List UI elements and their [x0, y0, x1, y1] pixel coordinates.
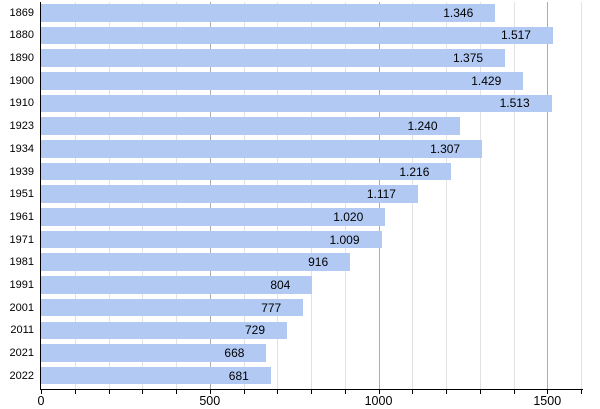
x-axis-tick [513, 390, 515, 394]
x-axis-tick [243, 390, 245, 394]
bar-value-label: 1.020 [333, 209, 364, 224]
bar-value-label: 916 [308, 255, 329, 270]
bar: 1.429 [41, 72, 524, 90]
x-axis-tick [41, 390, 42, 394]
bar: 1.216 [41, 162, 452, 181]
bar: 681 [41, 366, 271, 385]
y-axis-label: 1961 [9, 210, 34, 223]
bar-value-label: 729 [245, 323, 266, 338]
bar-value-label: 1.009 [329, 232, 360, 247]
bar: 1.307 [41, 140, 483, 158]
minor-gridline [581, 2, 582, 390]
minor-gridline [446, 2, 447, 390]
x-axis-tick [311, 390, 312, 394]
bar-value-label: 1.375 [453, 51, 484, 66]
x-axis-tick [479, 390, 481, 394]
bar-value-label: 1.513 [499, 96, 530, 111]
y-axis-label: 2021 [9, 346, 34, 359]
x-axis-line [39, 388, 583, 390]
y-axis-line [39, 2, 41, 390]
x-axis-tick-label: 500 [199, 394, 221, 408]
x-axis-tick-label: 1500 [533, 394, 562, 408]
y-axis-label: 1971 [9, 233, 34, 246]
y-axis-label: 1890 [9, 52, 34, 65]
bar: 668 [41, 344, 267, 362]
bar-value-label: 1.240 [407, 119, 438, 134]
minor-gridline [479, 2, 481, 390]
bar-value-label: 804 [270, 277, 291, 292]
bar: 1.517 [41, 26, 553, 45]
x-axis-tick [108, 390, 110, 394]
y-axis-label: 1923 [9, 120, 34, 133]
bar-value-label: 668 [224, 345, 245, 360]
x-axis-tick [412, 390, 414, 394]
y-axis-label: 2001 [9, 301, 34, 314]
x-axis-tick [547, 390, 549, 394]
minor-gridline [513, 2, 515, 390]
y-axis-label: 2011 [10, 324, 34, 337]
y-axis-label: 1880 [9, 29, 34, 42]
y-axis-label: 1934 [9, 142, 34, 155]
bar-value-label: 777 [261, 300, 282, 315]
x-axis-tick [74, 390, 76, 394]
x-axis-tick [142, 390, 144, 394]
major-gridline [547, 2, 549, 390]
bar: 1.117 [41, 185, 418, 203]
bar-value-label: 1.429 [471, 73, 502, 88]
y-axis-label: 1991 [9, 278, 34, 291]
bar: 1.240 [41, 117, 460, 135]
x-axis-tick [176, 390, 177, 394]
y-axis-label: 2022 [9, 369, 34, 382]
bar: 1.375 [41, 49, 506, 67]
bar: 1.009 [41, 230, 382, 249]
bar: 777 [41, 298, 304, 317]
bar: 729 [41, 321, 288, 340]
bar: 916 [41, 253, 351, 271]
bar-value-label: 681 [228, 368, 249, 383]
y-axis-label: 1981 [9, 256, 34, 269]
x-axis-tick [344, 390, 346, 394]
bar: 1.346 [41, 4, 496, 22]
bar: 1.020 [41, 208, 386, 226]
y-axis-label: 1910 [9, 97, 34, 110]
bar-value-label: 1.216 [399, 164, 430, 179]
x-axis-tick [446, 390, 447, 394]
bar: 804 [41, 276, 313, 294]
bar-value-label: 1.346 [443, 5, 474, 20]
bar-value-label: 1.307 [430, 141, 461, 156]
y-axis-label: 1951 [9, 188, 34, 201]
x-axis-tick [209, 390, 211, 394]
x-axis-tick [277, 390, 279, 394]
bar-value-label: 1.517 [500, 28, 531, 43]
bar: 1.513 [41, 94, 552, 113]
y-axis-label: 1869 [9, 6, 34, 19]
x-axis-tick [378, 390, 380, 394]
x-axis-tick-label: 1000 [364, 394, 393, 408]
x-axis-tick-label: 0 [37, 394, 45, 408]
bar-value-label: 1.117 [366, 187, 396, 202]
y-axis-label: 1900 [9, 74, 34, 87]
x-axis-tick [581, 390, 582, 394]
y-axis-label: 1939 [9, 165, 34, 178]
